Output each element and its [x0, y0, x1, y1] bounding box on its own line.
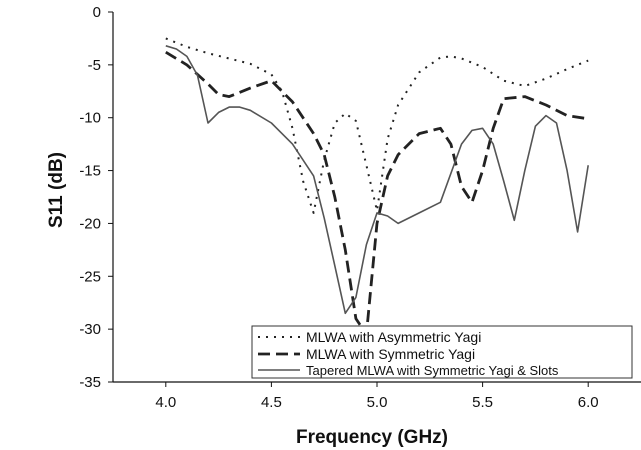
- legend-label-tapered: Tapered MLWA with Symmetric Yagi & Slots: [306, 363, 559, 378]
- legend: MLWA with Asymmetric Yagi MLWA with Symm…: [251, 325, 633, 379]
- series-line-2: [165, 51, 589, 336]
- y-tick-label: -10: [79, 110, 101, 127]
- y-tick-label: 0: [93, 4, 101, 21]
- y-tick-label: -30: [79, 321, 101, 338]
- y-tick-label: -5: [88, 57, 101, 74]
- x-tick-label: 4.0: [155, 394, 176, 411]
- x-tick-label: 6.0: [578, 394, 599, 411]
- y-tick-label: -25: [79, 268, 101, 285]
- legend-label-symmetric: MLWA with Symmetric Yagi: [306, 346, 475, 362]
- legend-label-asymmetric: MLWA with Asymmetric Yagi: [306, 329, 481, 345]
- y-tick-label: -15: [79, 163, 101, 180]
- x-axis-title: Frequency (GHz): [296, 427, 448, 448]
- x-tick-label: 4.5: [261, 394, 282, 411]
- series-line-3: [165, 45, 589, 315]
- series-line-1: [165, 37, 589, 214]
- x-tick-label: 5.0: [367, 394, 388, 411]
- y-tick-label: -35: [79, 374, 101, 391]
- y-axis-title: S11 (dB): [46, 152, 67, 228]
- legend-box: [251, 325, 633, 379]
- x-tick-label: 5.5: [472, 394, 493, 411]
- y-tick-label: -20: [79, 215, 101, 232]
